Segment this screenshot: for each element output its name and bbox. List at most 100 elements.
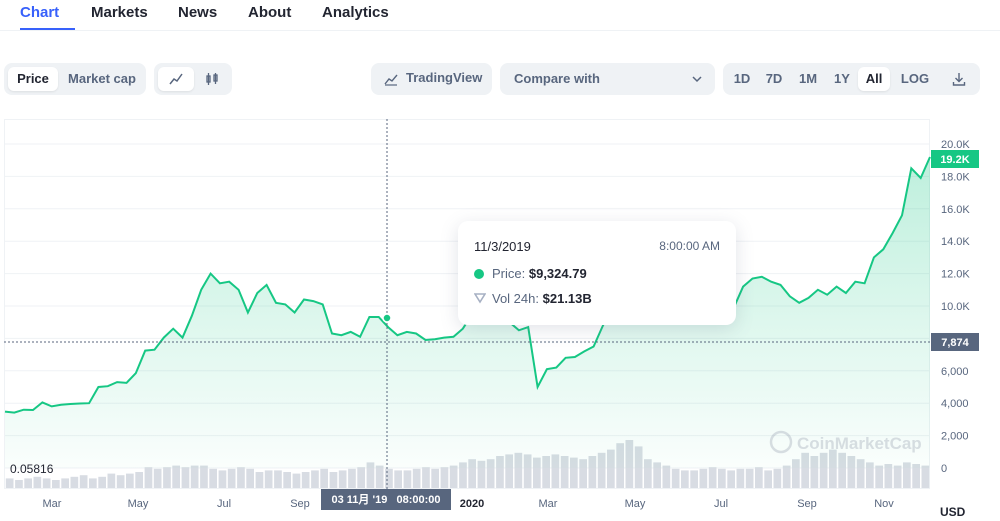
crosshair-price-label: 7,874 <box>941 337 969 349</box>
volume-bar <box>681 470 689 488</box>
tooltip-price-value: $9,324.79 <box>528 266 587 281</box>
volume-bar <box>24 478 32 488</box>
tab-chart[interactable]: Chart <box>20 0 75 30</box>
x-tick-label: Sep <box>290 498 310 510</box>
volume-bar <box>366 462 375 488</box>
candle-chart-button[interactable] <box>196 67 228 91</box>
tab-markets[interactable]: Markets <box>91 4 148 21</box>
volume-bar <box>570 457 578 488</box>
tab-news[interactable]: News <box>178 4 218 21</box>
volume-bar <box>671 468 680 488</box>
volume-bar <box>662 465 671 488</box>
volume-bar <box>745 468 754 488</box>
volume-bar <box>542 456 550 488</box>
volume-bar <box>394 470 402 488</box>
volume-bar <box>588 456 597 488</box>
range-1d-button[interactable]: 1D <box>733 71 751 86</box>
chart-tooltip: 11/3/2019 8:00:00 AM Price: $9,324.79 Vo… <box>458 221 736 325</box>
price-area <box>5 157 930 468</box>
marketcap-button[interactable]: Market cap <box>68 71 136 86</box>
tab-about[interactable]: About <box>248 4 292 21</box>
download-icon <box>952 73 966 86</box>
volume-bar <box>607 449 615 488</box>
volume-bar <box>209 468 217 488</box>
volume-bar <box>431 468 439 488</box>
volume-bar <box>320 468 328 488</box>
volume-bar <box>875 465 883 488</box>
volume-bar <box>107 473 116 488</box>
x-tick-label: 2020 <box>460 498 484 510</box>
volume-bar <box>292 473 301 488</box>
tab-analytics[interactable]: Analytics <box>322 4 389 21</box>
tooltip-price-row: Price: $9,324.79 <box>474 266 587 281</box>
volume-bar <box>727 470 735 488</box>
log-scale-button[interactable]: LOG <box>900 71 930 86</box>
volume-bar <box>496 456 504 488</box>
y-tick-label: 0 <box>941 463 947 475</box>
tooltip-volume-value: $21.13B <box>542 291 592 306</box>
download-button[interactable] <box>943 67 975 91</box>
tradingview-icon <box>384 74 398 86</box>
volume-bar <box>708 467 717 488</box>
volume-bar <box>893 465 902 488</box>
x-tick-label: Nov <box>874 498 894 510</box>
volume-bar <box>163 467 171 488</box>
y-tick-label: 14.0K <box>941 236 970 248</box>
volume-bar <box>200 465 208 488</box>
range-1y-button[interactable]: 1Y <box>834 71 850 86</box>
volume-bar <box>348 468 356 488</box>
volume-bar <box>144 467 153 488</box>
tooltip-volume-label: Vol 24h: <box>492 291 539 306</box>
line-chart-icon <box>169 73 183 85</box>
coinmarketcap-logo-icon <box>769 430 793 454</box>
current-price-label: 19.2K <box>940 154 969 166</box>
volume-bar <box>116 475 125 488</box>
volume-bar <box>903 462 911 488</box>
x-tick-label: Jul <box>714 498 728 510</box>
range-all-button[interactable]: All <box>858 67 890 91</box>
volume-bar <box>912 464 920 488</box>
y-tick-label: 6,000 <box>941 366 969 378</box>
volume-bar <box>153 468 162 488</box>
tooltip-time: 8:00:00 AM <box>659 239 720 253</box>
price-marketcap-toggle: Price Market cap <box>4 63 146 95</box>
volume-bar <box>52 480 60 488</box>
volume-bar <box>338 470 347 488</box>
volume-bar <box>505 454 513 488</box>
volume-bar <box>15 480 23 488</box>
y-tick-label: 16.0K <box>941 204 970 216</box>
volume-bar <box>514 452 523 488</box>
volume-shield-icon <box>473 293 487 304</box>
volume-bar <box>89 478 97 488</box>
volume-bar <box>699 468 708 488</box>
volume-bar <box>422 467 430 488</box>
y-tick-label: 4,000 <box>941 398 969 410</box>
volume-bar <box>921 465 930 488</box>
volume-bar <box>551 454 560 488</box>
x-tick-label: Mar <box>43 498 62 510</box>
compare-with-label: Compare with <box>514 71 600 86</box>
volume-bar <box>329 472 338 488</box>
watermark-text: CoinMarketCap <box>797 434 922 453</box>
x-tick-label: Jul <box>217 498 231 510</box>
y-tick-label: 10.0K <box>941 301 970 313</box>
volume-bar <box>274 470 282 488</box>
volume-bar <box>523 454 532 488</box>
tooltip-price-label: Price: <box>492 266 526 281</box>
compare-with-select[interactable]: Compare with <box>500 63 715 95</box>
volume-bar <box>237 467 245 488</box>
volume-bar <box>181 467 190 488</box>
y-tick-label: 2,000 <box>941 431 969 443</box>
volume-bar <box>61 478 69 488</box>
line-chart-button[interactable] <box>158 67 194 91</box>
range-7d-button[interactable]: 7D <box>765 71 783 86</box>
price-button[interactable]: Price <box>8 67 58 91</box>
tradingview-label: TradingView <box>406 70 483 85</box>
volume-bar <box>264 470 273 488</box>
crosshair-date-label: 03 11月 '19 08:00:00 <box>331 493 440 506</box>
range-1m-button[interactable]: 1M <box>798 71 818 86</box>
volume-bar <box>579 459 587 488</box>
tradingview-button[interactable]: TradingView <box>371 63 492 95</box>
volume-bar <box>718 468 726 488</box>
